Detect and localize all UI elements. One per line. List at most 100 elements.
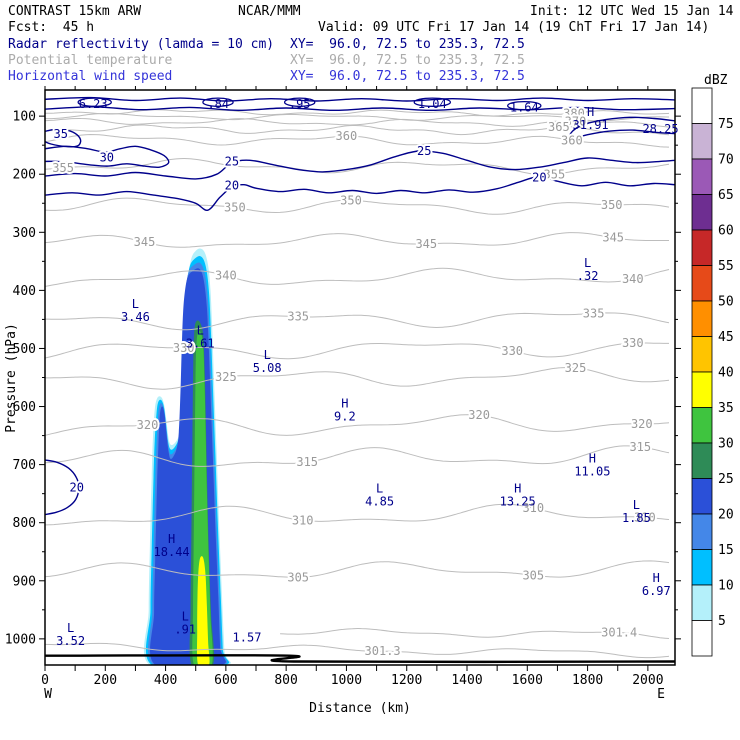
colorbar-cell [691,371,713,408]
theta-contour-315 [45,445,670,467]
wind-contour-closed [202,97,234,107]
wind-extremum-value: .95 [289,97,311,111]
wind-contour-30 [567,116,675,141]
x-tick-label: 600 [214,673,237,688]
wind-extremum-value: 1.57 [233,631,262,645]
colorbar-cell [691,549,713,586]
theta-contour-340 [45,267,670,287]
theta-contour-label: 370 [565,114,587,128]
wind-extremum-value: 1.04 [418,97,447,111]
x-tick-label: 1800 [572,673,603,688]
wind-extremum-value: 3.61 [186,337,215,351]
theta-contour-label: 335 [583,306,605,320]
wind-contour-aux [45,96,675,102]
field-xy-theta: XY= 96.0, 72.5 to 235.3, 72.5 [290,53,525,68]
wind-contour-label: 20 [69,480,83,494]
wind-extremum-letter: H [589,451,596,465]
wind-extremum-letter: H [341,397,348,411]
theta-contour-label: 345 [134,235,156,249]
wind-contour-label: 20 [532,171,546,185]
y-tick-label: 100 [13,110,36,125]
axes-frame [39,86,681,671]
colorbar-cell [691,265,713,302]
wind-extremum-letter: L [584,256,591,270]
field-label-theta: Potential temperature [8,53,173,68]
theta-contour-330 [45,342,670,360]
wind-extremum-value: 18.44 [154,545,190,559]
wind-contours [45,96,675,516]
colorbar-cell [691,407,713,444]
theta-contour-label: 345 [602,231,624,245]
colorbar-tick-label: 65 [718,188,734,203]
theta-contour-label: 350 [340,193,362,207]
wind-extremum-value: 28.25 [642,122,678,136]
colorbar-cell [691,229,713,266]
theta-contour-301.3 [45,642,670,659]
wind-contour-25 [45,150,675,180]
theta-contour-label: 360 [336,129,358,143]
theta-contour-label: 330 [173,341,195,355]
wind-extremum-value: 1.64 [510,100,539,114]
wind-extremum-letter: H [653,571,660,585]
theta-contour-label: 330 [622,336,644,350]
y-tick-label: 600 [13,400,36,415]
wind-extremum-letter: L [132,297,139,311]
colorbar-tick-label: 25 [718,472,734,487]
y-tick-label: 1000 [5,632,36,647]
wind-contour-closed [413,97,452,107]
wind-contour-20 [45,459,80,516]
colorbar: dBZ 75 70 65 60 55 50 45 40 35 30 25 20 15 10 5 [691,73,734,657]
x-tick-label: 1400 [451,673,482,688]
colorbar-tick-label: 50 [718,295,734,310]
theta-contour-label: 360 [561,134,583,148]
theta-contour-325 [45,366,670,390]
x-tick-label: 200 [94,673,117,688]
theta-contour-label: 345 [415,237,437,251]
theta-contour-label: 315 [296,455,318,469]
wind-contour-closed [507,100,542,111]
x-axis-title: Distance (km) [309,701,411,716]
theta-contour-label: 320 [631,417,653,431]
wind-extremum-value: 6.23 [79,97,108,111]
colorbar-title: dBZ [704,73,728,88]
theta-contour-label: 380 [563,107,585,121]
wind-extremum-value: .32 [577,269,599,283]
forecast-hour: Fcst: 45 h [8,20,95,35]
theta-contour-label: 320 [468,408,490,422]
surface-terrain-line [45,654,675,664]
colorbar-cell [691,584,713,621]
colorbar-tick-label: 40 [718,366,734,381]
wind-contour-label: 35 [53,127,67,141]
wind-contour-closed [77,97,112,107]
x-tick-label: 1000 [331,673,362,688]
org-name: NCAR/MMM [238,4,301,19]
wind-extremum-letter: L [182,609,189,623]
wind-contour-aux [45,106,675,112]
theta-contour-350 [45,197,670,215]
reflectivity-fill [143,248,231,665]
colorbar-tick-label: 55 [718,259,734,274]
wind-extremum-value: 1.85 [622,511,651,525]
field-label-reflectivity: Radar reflectivity (lamda = 10 cm) [8,37,275,52]
colorbar-tick-label: 60 [718,224,734,239]
theta-contour-label: 330 [501,344,523,358]
theta-contour-label: 305 [522,568,544,582]
theta-contour-label: 325 [565,361,587,375]
field-label-windspeed: Horizontal wind speed [8,69,173,84]
theta-contour-label: 340 [215,269,237,283]
wind-extremum-value: 9.2 [334,410,356,424]
wind-extremum-letter: L [264,348,271,362]
theta-contour-label: 350 [601,198,623,212]
wind-contour-20 [45,175,675,211]
y-tick-label: 300 [13,226,36,241]
theta-contour-label: 355 [544,167,566,181]
model-title: CONTRAST 15km ARW [8,4,142,19]
theta-contour-label: 301.4 [601,625,637,639]
field-xy-reflectivity: XY= 96.0, 72.5 to 235.3, 72.5 [290,37,525,52]
x-tick-label: 800 [274,673,297,688]
y-tick-label: 200 [13,168,36,183]
theta-contour-365 [45,124,670,136]
theta-contour-370 [45,117,670,128]
